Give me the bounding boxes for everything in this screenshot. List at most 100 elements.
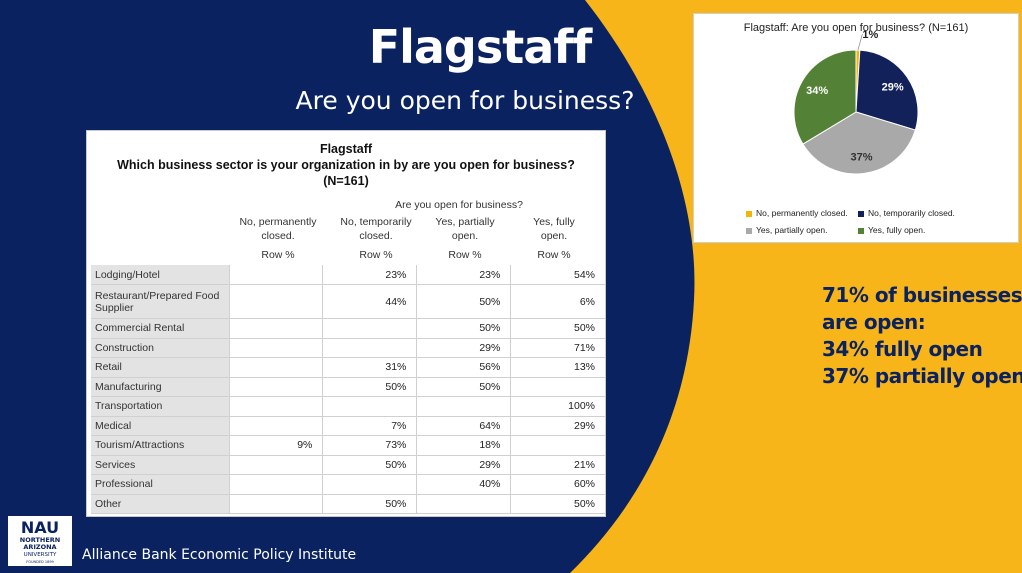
callout-line: are open: [822,310,926,334]
row-label: Lodging/Hotel [91,265,231,285]
table-cell [229,455,324,475]
table-cell [229,357,324,378]
legend-item-fully-open: Yes, fully open. [858,225,925,235]
row-label: Tourism/Attractions [91,435,231,456]
callout-line: 37% partially open [822,364,1022,388]
legend-swatch [746,210,752,217]
pie-data-label: 1% [862,29,878,41]
footer-institute-name: Alliance Bank Economic Policy Institute [82,547,357,563]
pie-leader-line [857,33,863,51]
table-row: Tourism/Attractions 9% 73% 18% [91,435,605,456]
row-label: Construction [91,338,231,358]
table-cell: 29% [510,416,605,436]
column-header-line: No, temporarily [340,216,412,228]
table-cell [229,377,324,397]
table-cell: 73% [322,435,418,456]
pie-slice [793,49,857,145]
crosstab-table-panel: Flagstaff Which business sector is your … [86,130,606,517]
table-cell: 50% [322,377,418,397]
row-label: Professional [91,474,231,495]
table-cell [322,396,418,417]
table-cell [229,318,324,339]
key-finding-callout: 71% of businesses are open: 34% fully op… [822,282,1022,390]
table-cell: 50% [510,318,605,339]
table-cell [510,377,605,397]
table-row: Restaurant/Prepared Food Supplier 44% 50% 6… [91,284,605,319]
table-cell: 50% [416,284,512,319]
legend-item-temporarily-closed: No, temporarily closed. [858,208,955,218]
table-row: Services 50% 29% 21% [91,455,605,475]
callout-line: 34% fully open [822,337,983,361]
table-row: Construction 29% 71% [91,338,605,358]
column-header-line: Yes, fully [533,216,575,228]
slide-subtitle: Are you open for business? [295,86,635,115]
table-cell: 60% [510,474,605,495]
legend-swatch [746,227,752,234]
table-row: Manufacturing 50% 50% [91,377,605,397]
column-header-permanently-closed: No, permanently closed. [235,215,321,243]
table-cell [229,474,324,495]
row-label: Commercial Rental [91,318,231,339]
column-subheader: Row % [359,249,393,261]
table-cell: 7% [322,416,418,436]
logo-line: FOUNDED 1899 [26,560,54,564]
logo-line: ARIZONA [23,543,56,551]
crosstab-table: Lodging/Hotel 23% 23% 54% Restaurant/Prepare… [91,265,605,514]
row-label: Manufacturing [91,377,231,397]
callout-line: 71% of businesses [822,283,1022,307]
column-header-fully-open: Yes, fully open. [511,215,597,243]
table-cell: 71% [510,338,605,358]
legend-label: Yes, fully open. [868,225,926,235]
column-subheader: Row % [537,249,571,261]
table-title: Flagstaff [319,142,373,156]
table-cell: 40% [416,474,512,495]
pie-chart-panel: Flagstaff: Are you open for business? (N… [693,13,1019,243]
legend-label: No, temporarily closed. [868,208,955,218]
table-cell [229,416,324,436]
table-cell: 50% [322,455,418,475]
column-header-line: No, permanently [239,216,317,228]
table-cell: 18% [416,435,512,456]
table-cell [322,474,418,495]
column-header-line: closed. [261,230,295,242]
pie-chart: 1% 29% 37% 34% [793,29,919,175]
table-cell: 44% [322,284,418,319]
pie-data-label: 29% [882,82,904,94]
column-header-line: closed. [359,230,393,242]
table-cell: 29% [416,338,512,358]
table-cell: 13% [510,357,605,378]
table-cell [322,338,418,358]
pie-data-label: 37% [851,151,873,163]
logo-mark: NAU [21,518,59,537]
pie-data-label: 34% [806,85,828,97]
table-cell: 64% [416,416,512,436]
slide-title: Flagstaff [368,20,593,74]
table-cell: 100% [510,396,605,417]
column-header-line: Yes, partially [435,216,495,228]
row-label: Transportation [91,396,231,417]
table-cell [229,494,324,514]
legend-label: No, permanently closed. [756,208,848,218]
table-row: Professional 40% 60% [91,474,605,495]
table-cell [416,396,512,417]
table-subtitle: Which business sector is your organizati… [117,158,575,172]
table-cell [229,265,324,285]
column-subheader: Row % [448,249,482,261]
legend-label: Yes, partially open. [756,225,828,235]
legend-item-permanently-closed: No, permanently closed. [746,208,848,218]
logo-line: NORTHERN [20,536,60,544]
table-cell [510,435,605,456]
table-row: Lodging/Hotel 23% 23% 54% [91,265,605,285]
pie-slice [855,49,919,131]
table-cell: 50% [322,494,418,514]
table-cell: 50% [416,318,512,339]
table-cell [416,494,512,514]
table-cell: 21% [510,455,605,475]
table-cell: 50% [510,494,605,514]
table-cell [229,396,324,417]
table-cell [229,284,324,319]
table-group-header: Are you open for business? [395,199,523,211]
column-header-line: open. [451,230,479,242]
column-subheader: Row % [261,249,295,261]
row-label: Restaurant/Prepared Food Supplier [91,284,231,319]
